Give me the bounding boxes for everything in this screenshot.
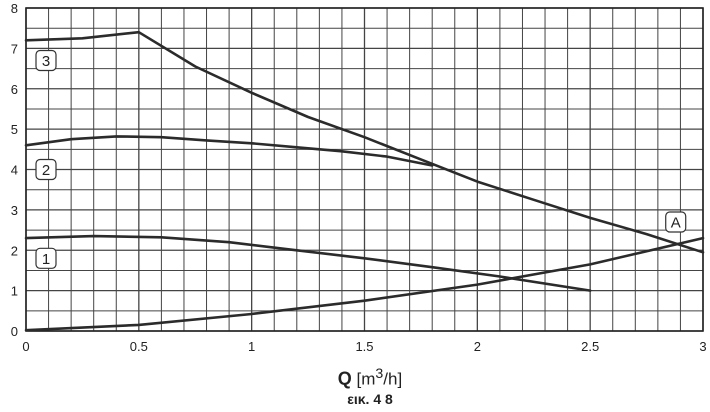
y-tick-label: 3 [11,203,18,218]
curve-label-2: 2 [42,162,50,179]
x-axis-unit-close: /h] [383,369,403,389]
y-tick-label: 6 [11,82,18,97]
curve-label-3: 3 [42,53,50,70]
x-tick-label: 1.5 [355,339,373,354]
series-line-2 [24,135,434,167]
curve-label-box-1 [35,247,57,269]
figure-caption: εικ. 4 8 [347,391,393,407]
grid [25,7,704,332]
x-axis-unit-exponent: 3 [375,366,384,382]
y-tick-label: 0 [11,324,18,339]
tick-labels: 0 0.5 1 1.5 2 2.5 3 0 1 2 3 4 5 6 7 8 [11,1,707,354]
series-line-A [24,236,705,332]
x-tick-label: 0.5 [130,339,148,354]
x-tick-label: 3 [699,339,706,354]
x-axis-unit-open: [m [356,369,376,389]
x-tick-label: 2.5 [581,339,599,354]
series-lines [24,30,705,332]
x-tick-label: 1 [248,339,255,354]
y-tick-label: 4 [11,163,18,178]
curve-labels: 3 2 1 A [35,49,687,269]
x-axis-label: Q [m3/h] [300,366,440,390]
plot-frame [25,7,704,332]
y-tick-label: 2 [11,243,18,258]
curve-label-box-2 [35,158,57,181]
curve-label-box-3 [35,49,57,72]
series-line-1 [24,234,592,292]
curve-label-1: 1 [42,251,50,268]
series-line-3 [24,30,705,254]
y-tick-label: 1 [11,284,18,299]
curve-label-box-A [665,211,687,233]
x-tick-label: 2 [474,339,481,354]
curve-label-A: A [671,214,681,231]
x-axis-symbol: Q [337,368,352,389]
y-tick-label: 5 [11,122,18,137]
y-tick-label: 8 [11,1,18,16]
x-tick-label: 0 [22,339,29,354]
y-tick-label: 7 [11,41,18,56]
